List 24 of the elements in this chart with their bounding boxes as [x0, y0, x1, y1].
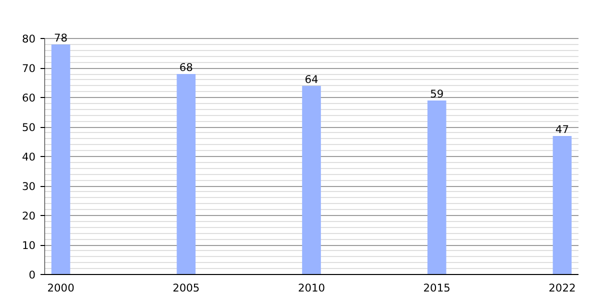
bar: [176, 74, 196, 274]
y-tick-label: 0: [28, 268, 36, 282]
bar: [302, 86, 321, 274]
data-label: 59: [430, 88, 444, 101]
y-tick-label: 30: [22, 180, 36, 194]
data-label: 64: [304, 72, 318, 86]
y-tick-label: 20: [22, 210, 36, 223]
x-tick-label: 2000: [47, 282, 75, 294]
y-tick-label: 50: [22, 121, 36, 134]
x-tick-label: 2022: [548, 282, 576, 294]
x-tick-label: 2005: [172, 282, 200, 294]
y-tick-label: 40: [22, 150, 36, 164]
bar: [552, 136, 572, 274]
data-label: 78: [54, 32, 68, 45]
bar: [51, 44, 70, 274]
y-tick-label: 10: [22, 239, 36, 252]
y-tick-label: 80: [22, 32, 36, 46]
x-tick-label: 2010: [298, 282, 326, 294]
bar: [427, 100, 446, 274]
x-tick-label: 2015: [423, 282, 450, 294]
data-label: 47: [555, 122, 569, 136]
y-tick-label: 70: [22, 62, 36, 76]
data-label: 68: [179, 61, 194, 74]
y-tick-label: 60: [22, 92, 36, 105]
